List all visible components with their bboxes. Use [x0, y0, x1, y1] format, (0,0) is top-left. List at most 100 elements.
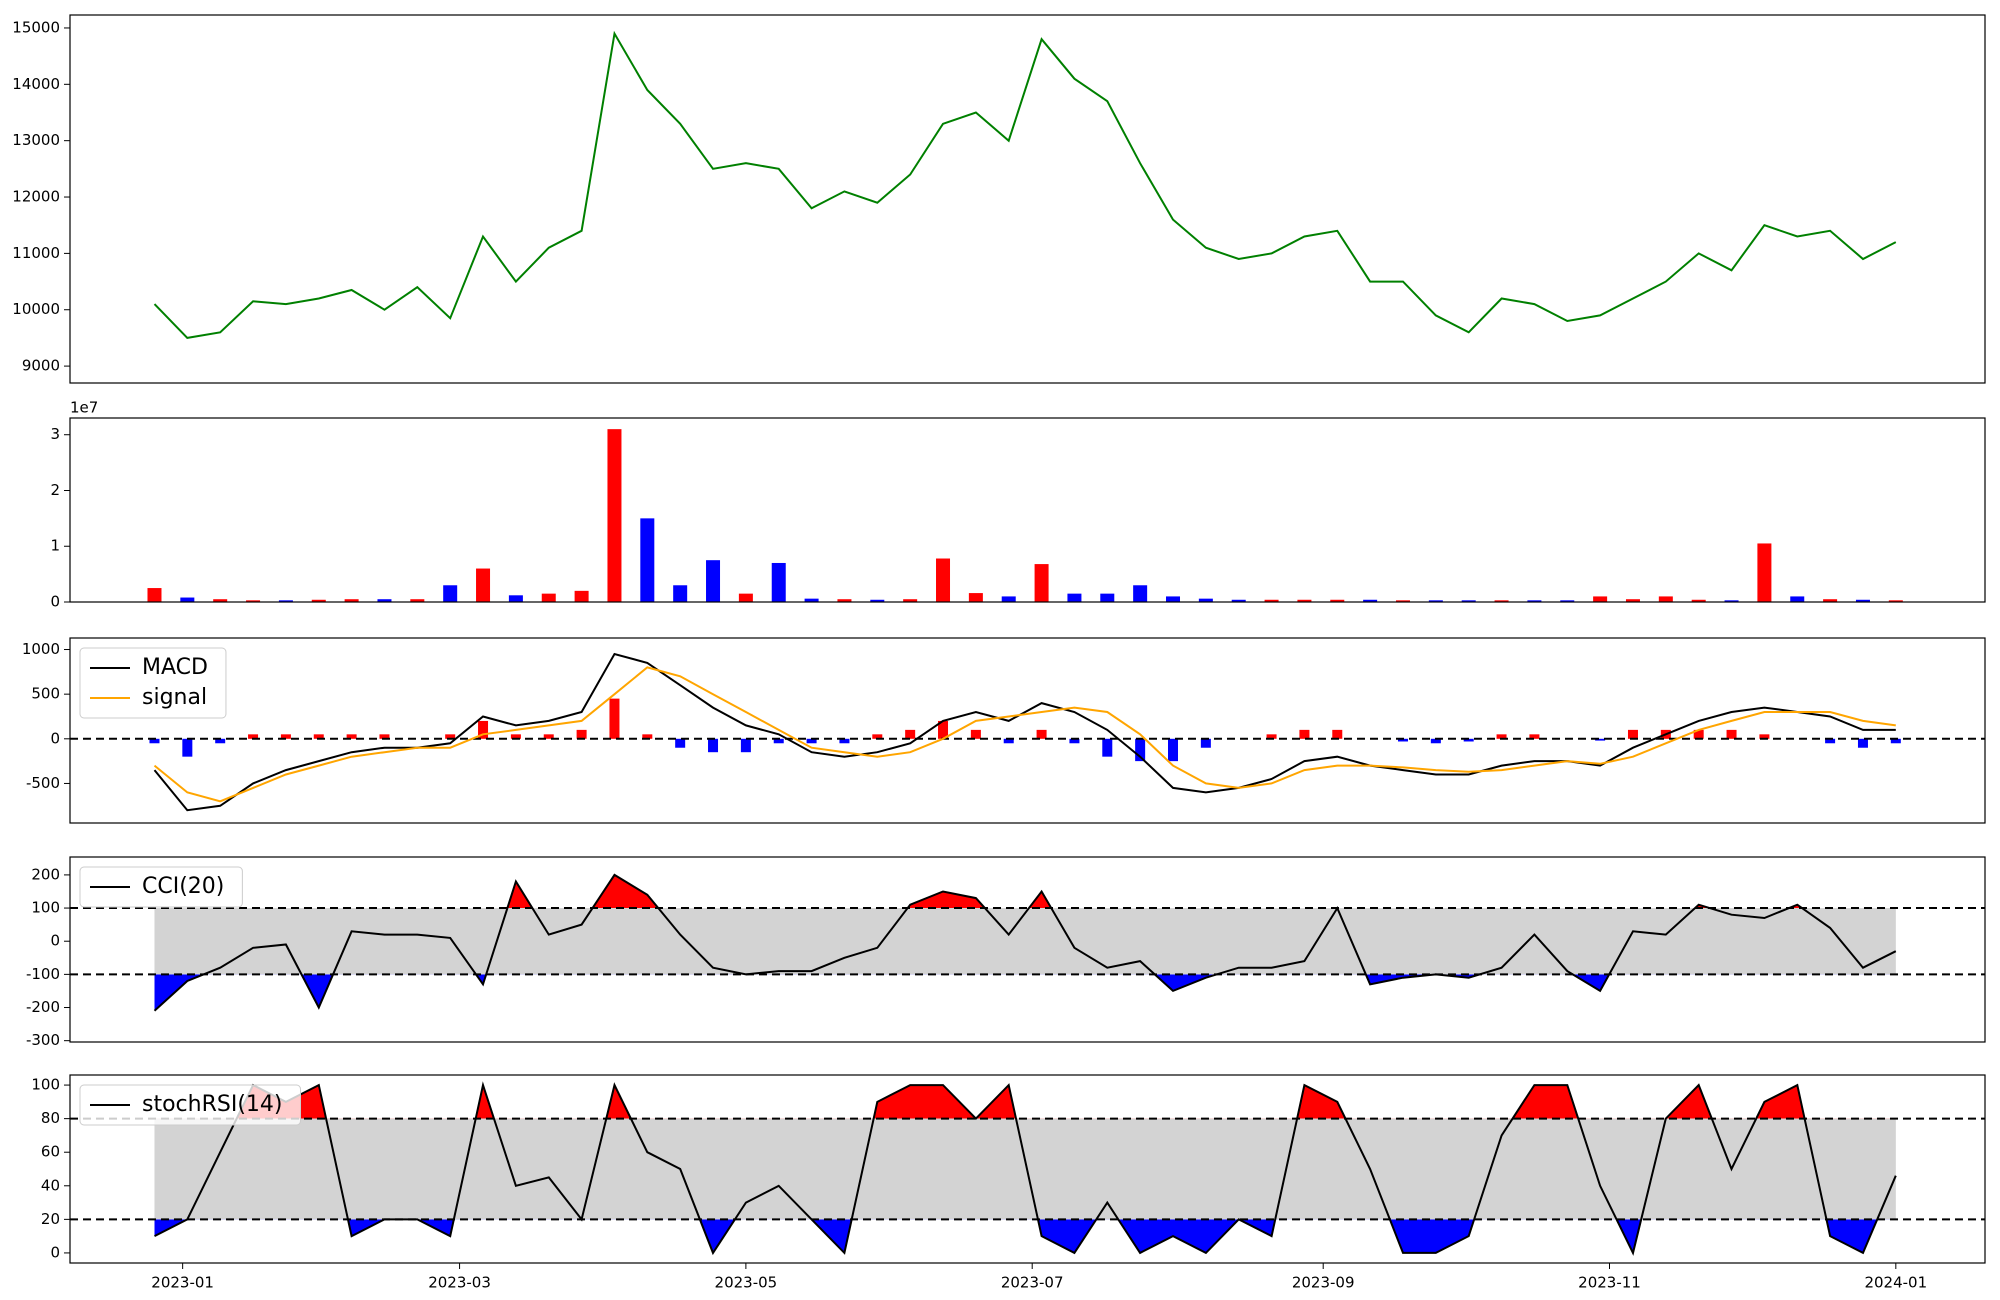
histogram-bar — [1857, 738, 1868, 748]
y-tick-label: -300 — [26, 1031, 60, 1049]
below-fill — [154, 974, 1896, 1011]
y-tick-label: 9000 — [22, 357, 60, 375]
above-fill — [154, 1085, 1896, 1119]
bar — [1297, 599, 1312, 602]
axes-frame — [69, 637, 1986, 824]
histogram-bar — [1463, 738, 1474, 742]
bar — [1198, 598, 1213, 602]
line — [153, 873, 1897, 1012]
histogram-bar — [1332, 729, 1343, 739]
histogram-bar — [642, 734, 653, 739]
x-tick-label: 2023-03 — [428, 1274, 491, 1292]
histogram-bar — [543, 734, 554, 739]
histogram-bar — [1529, 734, 1540, 739]
bar — [344, 599, 359, 602]
histogram-bar — [708, 738, 719, 753]
histogram-bar — [1496, 734, 1507, 739]
histogram-bar — [839, 738, 850, 744]
band — [154, 1118, 1896, 1220]
axis-offset-label: 1e7 — [70, 399, 98, 417]
bar — [1133, 585, 1148, 602]
panel: 9000 10000 11000 12000 13000 14000 15000 — [12, 14, 1986, 384]
histogram-bar — [1693, 729, 1704, 739]
y-tick-label: 200 — [31, 865, 60, 883]
histogram-bar — [248, 734, 259, 739]
bar — [1855, 599, 1870, 602]
histogram-bar — [806, 738, 817, 744]
y-tick-label: -200 — [26, 998, 60, 1016]
legend — [79, 866, 243, 908]
y-tick-label: 500 — [31, 685, 60, 703]
histogram-bar — [478, 720, 489, 739]
bar — [1461, 600, 1476, 602]
histogram-bar — [510, 734, 521, 739]
bar — [607, 429, 622, 602]
bar — [1067, 593, 1082, 602]
bar — [640, 518, 655, 602]
bar — [1757, 543, 1772, 602]
bar — [1658, 596, 1673, 602]
histogram-bar — [1726, 729, 1737, 739]
bar — [1264, 599, 1279, 602]
histogram-bar — [215, 738, 226, 744]
histogram-bar — [1595, 738, 1606, 741]
y-tick-label: 12000 — [12, 188, 60, 206]
axes-frame — [69, 14, 1986, 384]
y-tick-label: 13000 — [12, 131, 60, 149]
x-tick-label: 2024-01 — [1864, 1274, 1927, 1292]
bar — [1166, 596, 1181, 602]
histogram-bar — [740, 738, 751, 753]
bar — [443, 585, 458, 602]
histogram-bar — [1430, 738, 1441, 744]
histogram-bar — [1200, 738, 1211, 748]
y-tick-label: 0 — [50, 1243, 60, 1261]
bar — [180, 597, 195, 602]
legend-label: stochRSI(14) — [142, 1092, 283, 1117]
legend-label: MACD — [142, 655, 208, 680]
bar — [706, 560, 721, 602]
legend-label: CCI(20) — [142, 874, 224, 899]
bar — [870, 599, 885, 602]
x-tick-label: 2023-01 — [151, 1274, 214, 1292]
bar — [311, 599, 326, 602]
bar — [1724, 600, 1739, 602]
panel: -500 0 500 1000 MACD signal — [22, 637, 1986, 824]
bar — [1790, 596, 1805, 602]
histogram-bar — [905, 729, 916, 739]
y-tick-label: 2 — [50, 481, 60, 499]
histogram-bar — [675, 738, 686, 748]
histogram-bar — [1627, 729, 1638, 739]
bar — [1428, 600, 1443, 602]
bar — [476, 568, 491, 602]
bar — [1888, 600, 1903, 602]
histogram-bar — [149, 738, 160, 744]
bar — [147, 588, 162, 602]
histogram-bar — [872, 734, 883, 739]
x-tick-label: 2023-05 — [715, 1274, 778, 1292]
line — [153, 30, 1897, 339]
histogram-bar — [445, 734, 456, 739]
histogram-bar — [1266, 734, 1277, 739]
bar — [278, 600, 293, 602]
histogram-bar — [773, 738, 784, 744]
below-fill — [154, 1219, 1896, 1253]
bar — [1823, 599, 1838, 602]
histogram-bar — [576, 729, 587, 739]
legend — [79, 1084, 301, 1126]
y-tick-label: 20 — [41, 1210, 60, 1228]
y-tick-label: 0 — [50, 729, 60, 747]
histogram-bar — [346, 734, 357, 739]
bar — [771, 562, 786, 602]
bar — [1034, 564, 1049, 602]
histogram-bar — [1069, 738, 1080, 744]
above-fill — [507, 874, 1803, 909]
bar — [1625, 599, 1640, 602]
bar — [377, 599, 392, 602]
histogram-bar — [182, 738, 193, 757]
y-tick-label: 11000 — [12, 244, 60, 262]
bar — [903, 599, 918, 602]
y-tick-label: 0 — [50, 593, 60, 611]
histogram-bar — [1003, 738, 1014, 744]
histogram-bar — [1759, 734, 1770, 739]
